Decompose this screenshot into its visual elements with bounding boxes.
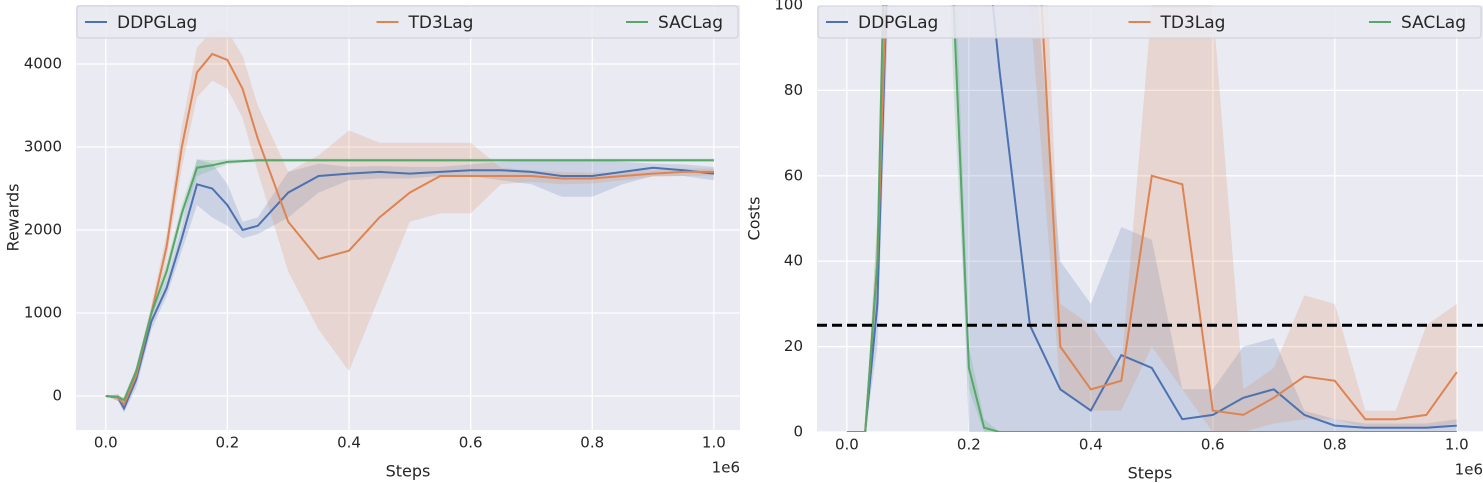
legend-box [76, 5, 739, 39]
x-tick-label: 0.4 [337, 434, 361, 452]
y-tick-label: 40 [784, 252, 803, 270]
x-tick-label: 0.0 [94, 434, 118, 452]
plot-area [817, 5, 1483, 432]
series-line [846, 5, 1457, 432]
legend-label: TD3Lag [1160, 13, 1226, 33]
x-offset-label: 1e6 [1455, 461, 1483, 479]
series-line [105, 166, 715, 411]
x-tick-label: 0.8 [1323, 436, 1347, 454]
series-line [105, 52, 714, 407]
subplot: 0.0 0.2 0.4 0.6 0.8 1.0 0 1000 2000 3000 4000 Steps… [4, 5, 740, 481]
x-tick-label: 0.2 [957, 436, 981, 454]
x-axis-label: Steps [1128, 464, 1173, 483]
y-tick-label: 100 [774, 0, 803, 14]
series-line [105, 159, 714, 402]
confidence-band [105, 159, 714, 413]
x-axis-label: Steps [386, 462, 431, 481]
legend-label: DDPGLag [117, 13, 197, 33]
y-tick-label: 2000 [24, 220, 62, 238]
plot-content [817, 5, 1483, 432]
plot-content [105, 30, 715, 413]
subplot: 0.0 0.2 0.4 0.6 0.8 1.0 0 20 40 60 80 100 Steps Costs… [745, 0, 1483, 483]
x-tick-label: 0.6 [1201, 436, 1225, 454]
x-tick-label: 1.0 [702, 434, 726, 452]
y-axis-label: Rewards [4, 184, 23, 252]
legend-label: SACLag [658, 13, 723, 33]
x-tick-label: 1.0 [1445, 436, 1469, 454]
legend: DDPGLag TD3Lag SACLag [817, 5, 1482, 39]
y-tick-label: 0 [793, 423, 803, 441]
y-tick-label: 3000 [24, 137, 62, 155]
x-offset-label: 1e6 [712, 459, 740, 477]
y-tick-label: 20 [784, 337, 803, 355]
x-tick-label: 0.2 [215, 434, 239, 452]
legend: DDPGLag TD3Lag SACLag [76, 5, 739, 39]
legend-label: SACLag [1401, 13, 1466, 33]
y-tick-label: 1000 [24, 303, 62, 321]
y-tick-label: 4000 [24, 55, 62, 73]
x-tick-label: 0.0 [835, 436, 859, 454]
x-tick-label: 0.6 [459, 434, 483, 452]
y-axis-label: Costs [745, 197, 764, 241]
legend-label: DDPGLag [858, 13, 938, 33]
x-tick-label: 0.4 [1079, 436, 1103, 454]
confidence-band [105, 30, 714, 409]
y-tick-label: 60 [784, 166, 803, 184]
series-line [846, 5, 1458, 432]
x-tick-label: 0.8 [580, 434, 604, 452]
y-tick-label: 0 [52, 386, 62, 404]
y-tick-label: 80 [784, 81, 803, 99]
legend-label: TD3Lag [408, 13, 474, 33]
